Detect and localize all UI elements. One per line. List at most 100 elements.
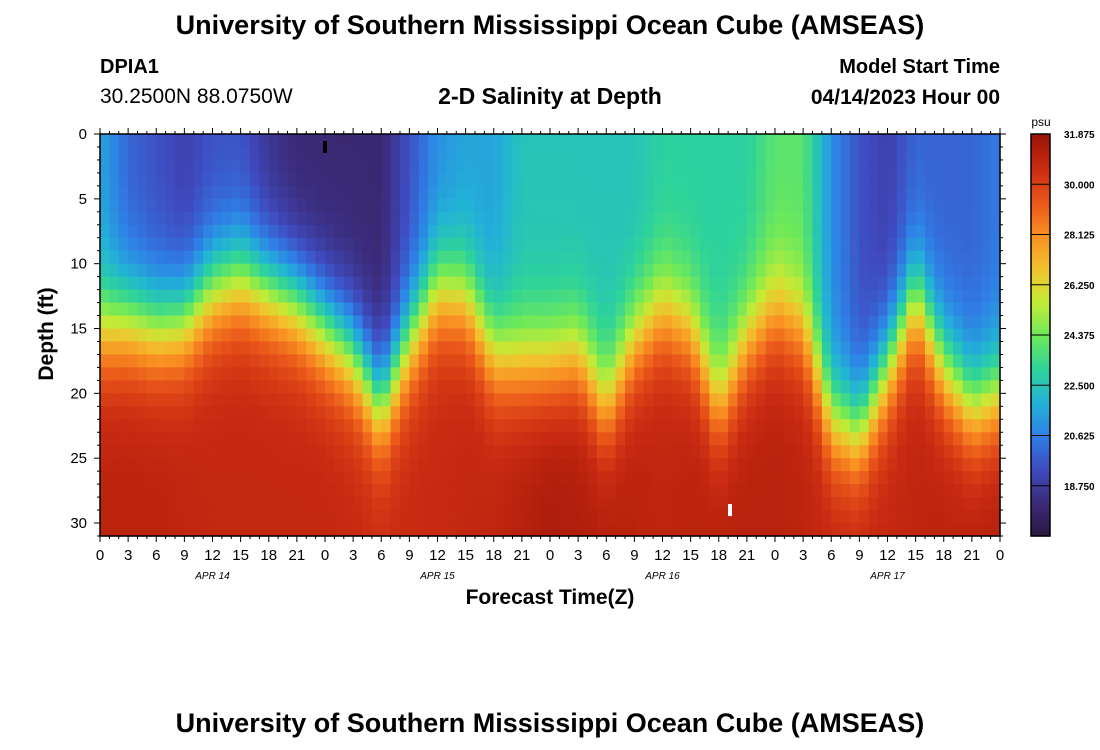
heatmap-cell xyxy=(175,263,185,278)
colorbar-swatch xyxy=(1031,422,1050,427)
heatmap-cell xyxy=(475,445,485,459)
heatmap-cell xyxy=(287,445,298,459)
heatmap-cell xyxy=(971,224,982,239)
heatmap-cell xyxy=(521,224,532,239)
heatmap-cell xyxy=(784,484,795,498)
heatmap-cell xyxy=(231,224,242,239)
heatmap-cell xyxy=(231,523,242,537)
heatmap-cell xyxy=(446,328,457,343)
x-tick-label: 6 xyxy=(152,547,160,564)
heatmap-cell xyxy=(531,432,542,446)
heatmap-cell xyxy=(943,445,954,459)
x-tick-label: 21 xyxy=(514,547,531,564)
heatmap-cell xyxy=(559,354,570,369)
heatmap-cell xyxy=(606,263,617,278)
heatmap-cell xyxy=(915,445,926,459)
colorbar-tick-label: 20.625 xyxy=(1064,432,1095,443)
heatmap-cell xyxy=(634,172,645,187)
heatmap-cell xyxy=(578,419,589,433)
heatmap-cell xyxy=(765,198,776,213)
heatmap-cell xyxy=(250,445,260,459)
heatmap-cell xyxy=(840,237,851,252)
heatmap-cell xyxy=(362,419,373,433)
heatmap-cell xyxy=(840,367,851,381)
heatmap-cell xyxy=(465,159,476,174)
heatmap-cell xyxy=(334,250,345,265)
colorbar-swatch xyxy=(1031,351,1050,356)
heatmap-cell xyxy=(728,393,739,407)
heatmap-cell xyxy=(306,445,317,459)
heatmap-cell xyxy=(250,354,260,369)
heatmap-cell xyxy=(906,393,917,407)
heatmap-cell xyxy=(906,315,917,330)
heatmap-cell xyxy=(212,224,223,239)
heatmap-cell xyxy=(296,484,307,498)
heatmap-cell xyxy=(109,445,120,459)
heatmap-cell xyxy=(887,263,898,278)
heatmap-cell xyxy=(765,302,776,317)
heatmap-cell xyxy=(418,159,429,174)
heatmap-cell xyxy=(306,523,317,537)
heatmap-cell xyxy=(559,198,570,213)
heatmap-cell xyxy=(953,432,964,446)
heatmap-cell xyxy=(831,484,842,498)
heatmap-cell xyxy=(925,445,935,459)
colorbar-swatch xyxy=(1031,391,1050,396)
heatmap-cell xyxy=(643,471,654,485)
heatmap-cell xyxy=(606,302,617,317)
heatmap-cell xyxy=(700,432,710,446)
heatmap-cell xyxy=(850,484,860,498)
heatmap-cell xyxy=(175,211,185,226)
colorbar-swatch xyxy=(1031,197,1050,202)
colorbar-swatch xyxy=(1031,398,1050,403)
heatmap-cell xyxy=(737,302,748,317)
heatmap-cell xyxy=(184,185,195,200)
heatmap-cell xyxy=(596,484,607,498)
heatmap-cell xyxy=(925,341,935,356)
heatmap-cell xyxy=(268,380,279,394)
heatmap-cell xyxy=(371,328,382,343)
heatmap-cell xyxy=(521,341,532,356)
heatmap-cell xyxy=(625,523,635,537)
heatmap-cell xyxy=(971,263,982,278)
heatmap-cell xyxy=(315,315,326,330)
heatmap-cell xyxy=(709,276,720,291)
colorbar-swatch xyxy=(1031,194,1050,199)
heatmap-cell xyxy=(615,419,626,433)
heatmap-cell xyxy=(503,315,514,330)
heatmap-cell xyxy=(128,276,139,291)
heatmap-cell xyxy=(381,432,392,446)
heatmap-cell xyxy=(568,341,579,356)
heatmap-cell xyxy=(315,354,326,369)
heatmap-cell xyxy=(540,315,551,330)
heatmap-cell xyxy=(971,185,982,200)
heatmap-cell xyxy=(550,250,560,265)
heatmap-cell xyxy=(709,146,720,161)
heatmap-cell xyxy=(775,497,785,511)
heatmap-cell xyxy=(681,185,692,200)
heatmap-cell xyxy=(606,134,617,148)
heatmap-cell xyxy=(353,250,364,265)
heatmap-cell xyxy=(540,134,551,148)
heatmap-cell xyxy=(718,289,729,304)
heatmap-cell xyxy=(906,172,917,187)
heatmap-cell xyxy=(850,185,860,200)
heatmap-cell xyxy=(953,497,964,511)
heatmap-cell xyxy=(362,159,373,174)
heatmap-cell xyxy=(381,458,392,472)
heatmap-cell xyxy=(512,523,523,537)
heatmap-cell xyxy=(831,315,842,330)
heatmap-cell xyxy=(465,250,476,265)
heatmap-cell xyxy=(343,263,354,278)
heatmap-cell xyxy=(296,159,307,174)
heatmap-cell xyxy=(709,458,720,472)
heatmap-cell xyxy=(259,432,270,446)
day-label: APR 16 xyxy=(644,571,680,582)
heatmap-cell xyxy=(296,471,307,485)
heatmap-cell xyxy=(812,146,823,161)
colorbar-swatch xyxy=(1031,405,1050,410)
heatmap-cell xyxy=(671,134,682,148)
heatmap-cell xyxy=(325,198,335,213)
heatmap-cell xyxy=(390,315,401,330)
heatmap-cell xyxy=(953,341,964,356)
